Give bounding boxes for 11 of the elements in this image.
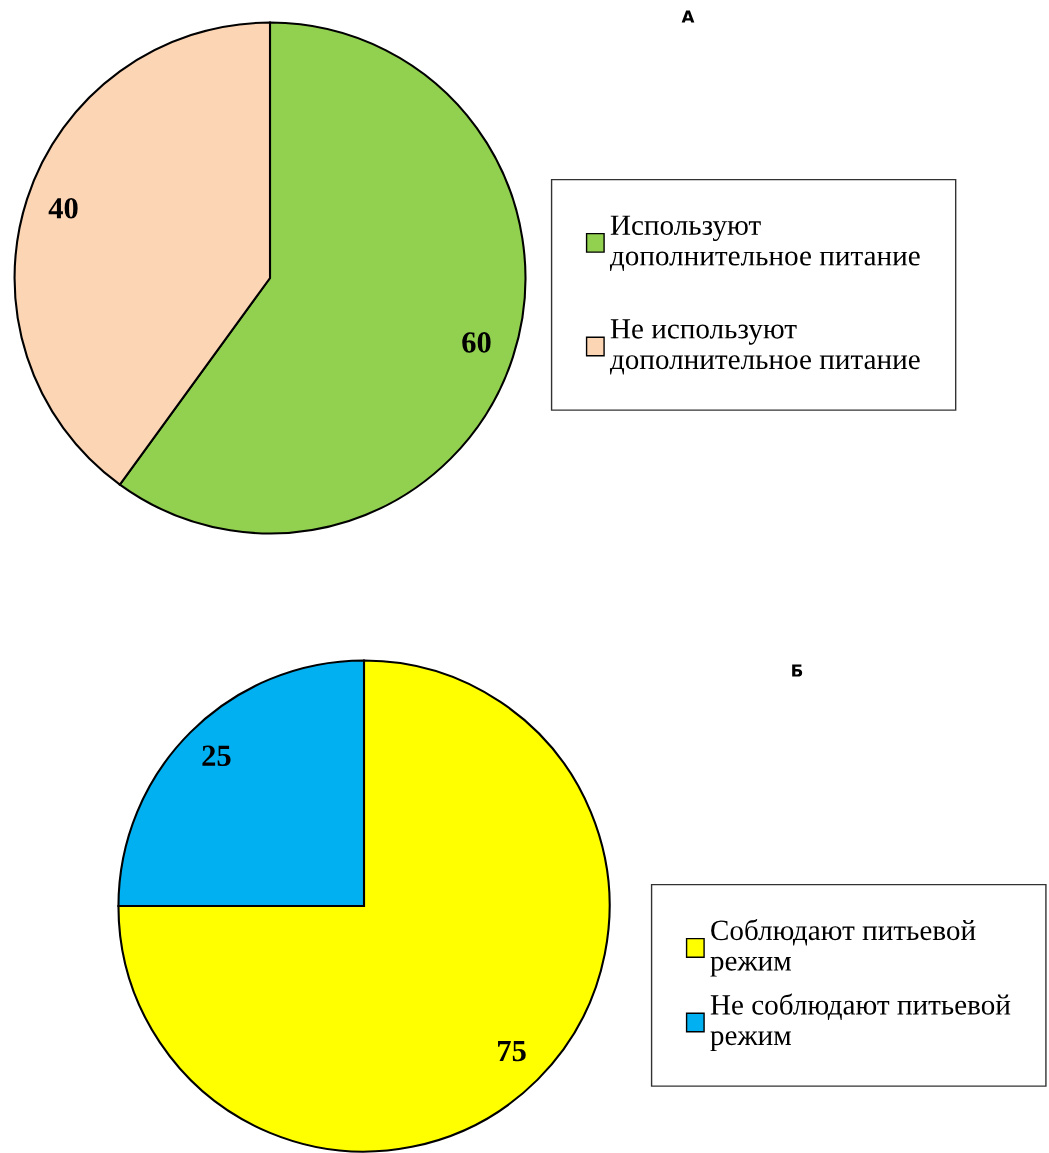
data-label: 40 xyxy=(48,197,78,219)
legend-label: Не используют дополнительное питание xyxy=(609,319,920,375)
data-label: 75 xyxy=(498,1040,526,1062)
data-label: 60 xyxy=(462,332,491,353)
data-label: 25 xyxy=(202,745,231,767)
chart-title: Б xyxy=(792,664,803,677)
legend-label: Соблюдают питьевой режим xyxy=(710,919,976,977)
chart-title: А xyxy=(681,10,695,23)
legend-label: Используют дополнительное питание xyxy=(609,215,920,271)
legend-label: Не соблюдают питьевой режим xyxy=(710,993,1011,1052)
pie-slice xyxy=(117,659,611,1153)
